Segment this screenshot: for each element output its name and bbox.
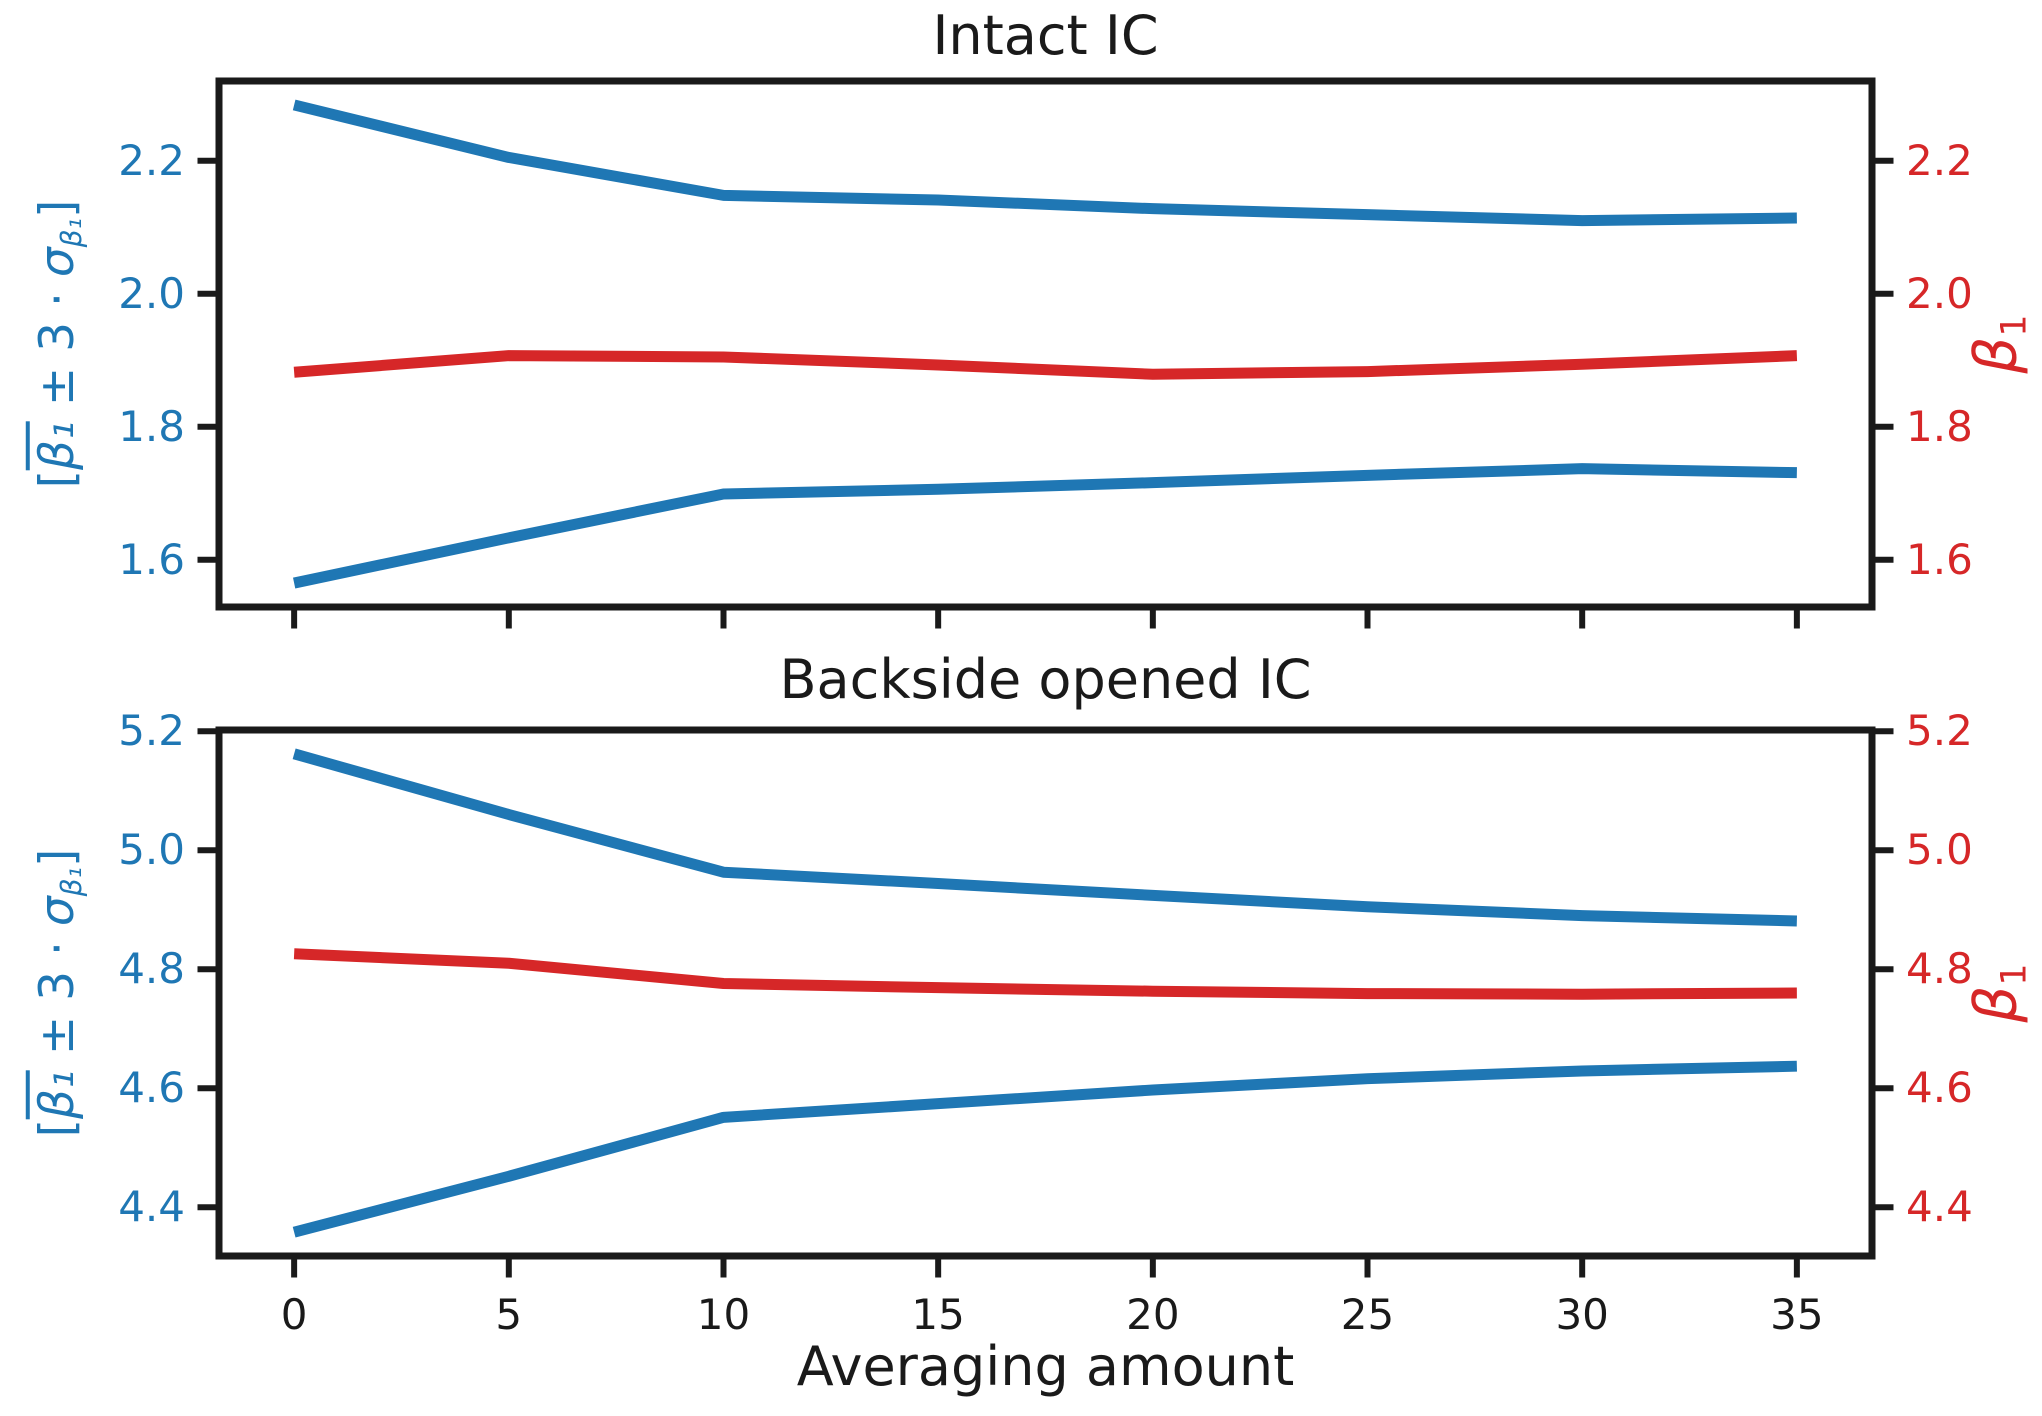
mean-beta1-line	[293, 948, 1797, 1000]
y-tick-label-left: 4.8	[118, 944, 185, 994]
y-tick-label-right: 4.8	[1906, 944, 1973, 994]
y-tick-label-left: 4.6	[118, 1063, 185, 1113]
y-tick-label-right: 2.2	[1906, 135, 1973, 185]
lower-bound-beta1-minus-3sigma-line	[292, 1060, 1797, 1238]
sigma-symbol: σ	[29, 896, 85, 927]
mean-beta1-line	[293, 350, 1798, 380]
y-tick-label-right: 5.0	[1906, 825, 1973, 875]
y-tick-label-left: 1.8	[118, 401, 185, 451]
top-chart-title: Intact IC	[932, 4, 1159, 67]
axes-frame	[215, 77, 1876, 611]
x-tick-label: 0	[280, 1290, 308, 1339]
y-tick-label-right: 2.0	[1906, 268, 1973, 318]
x-tick-label: 5	[495, 1290, 523, 1339]
y-tick-label-left: 1.6	[118, 534, 185, 584]
y-tick-label-right: 5.2	[1906, 706, 1973, 756]
lower-bound-beta1-minus-3sigma-line	[293, 463, 1797, 589]
y-tick-label-left: 2.2	[118, 135, 185, 185]
x-tick-label: 20	[1126, 1290, 1180, 1339]
y-tick-label-left: 2.0	[118, 268, 185, 318]
x-tick-label: 30	[1555, 1290, 1609, 1339]
y-tick-label-right: 4.4	[1906, 1182, 1973, 1232]
y-tick-label-right: 4.6	[1906, 1063, 1973, 1113]
y-tick-label-right: 1.6	[1906, 534, 1973, 584]
bracket-open: [	[29, 1118, 85, 1138]
sigma-subscript: β₁	[55, 218, 89, 248]
bracket-close: ]	[29, 199, 85, 219]
upper-bound-beta1-plus-3sigma-line	[292, 748, 1798, 927]
x-tick-label: 10	[696, 1290, 751, 1339]
y-tick-label-right: 1.8	[1906, 401, 1973, 451]
x-tick-label: 25	[1340, 1290, 1395, 1339]
y-tick-label-left: 4.4	[118, 1182, 185, 1232]
y-tick-label-left: 5.2	[118, 706, 185, 756]
upper-bound-beta1-plus-3sigma-line	[292, 99, 1797, 227]
beta-symbol: β	[1961, 336, 2030, 374]
x-tick-label: 15	[911, 1290, 965, 1339]
x-axis-label: Averaging amount	[796, 1335, 1295, 1398]
x-tick-label: 35	[1770, 1290, 1824, 1339]
bracket-open: [	[29, 469, 85, 489]
y-tick-label-left: 5.0	[118, 825, 185, 875]
axes-frame	[215, 726, 1876, 1260]
bottom-chart-title: Backside opened IC	[779, 648, 1312, 711]
